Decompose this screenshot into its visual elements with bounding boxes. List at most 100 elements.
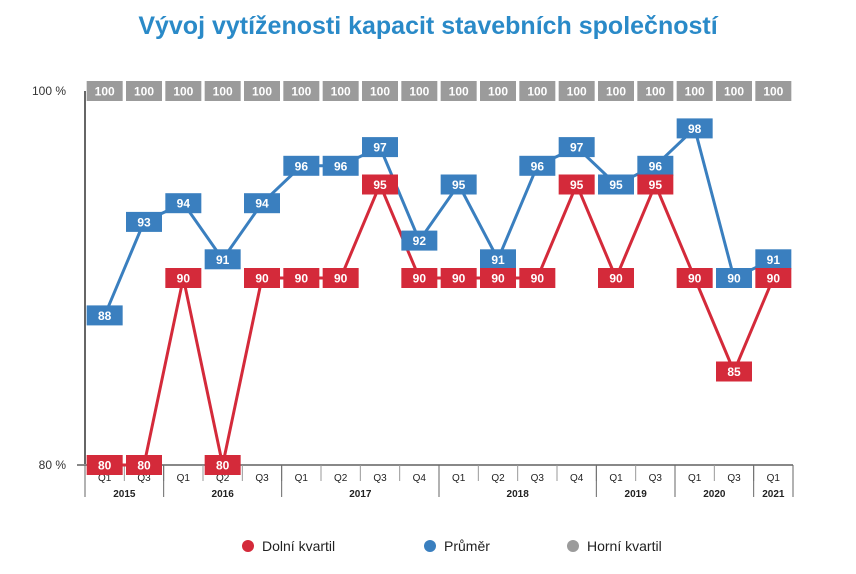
data-label: 90	[334, 272, 348, 286]
data-point	[362, 81, 398, 101]
data-point	[676, 268, 713, 288]
series-line	[104, 180, 775, 467]
data-label: 97	[570, 141, 584, 155]
x-tick-label: Q1	[177, 473, 191, 484]
x-tick-label: Q4	[570, 473, 584, 484]
x-tick-label: Q2	[334, 473, 348, 484]
chart-title: Vývoj vytíženosti kapacit stavebních spo…	[138, 12, 718, 40]
data-label: 100	[291, 85, 311, 99]
x-tick-label: Q1	[452, 473, 466, 484]
data-label: 95	[649, 178, 663, 192]
data-point	[716, 268, 752, 288]
data-point	[440, 268, 477, 288]
data-point	[86, 455, 123, 475]
data-point	[755, 81, 792, 101]
data-label: 95	[570, 178, 584, 192]
year-label: 2016	[212, 489, 235, 500]
data-label: 96	[531, 159, 545, 173]
data-point	[558, 137, 595, 158]
data-label: 100	[685, 85, 705, 99]
data-label: 91	[491, 253, 505, 267]
data-label: 94	[177, 197, 191, 211]
y-tick-label: 100 %	[32, 84, 66, 98]
data-label: 100	[488, 85, 508, 99]
data-point	[86, 305, 123, 326]
data-label: 96	[334, 159, 348, 173]
data-label: 90	[688, 272, 702, 286]
data-label: 100	[252, 85, 272, 99]
data-point	[322, 81, 359, 101]
data-point	[755, 268, 792, 288]
data-point	[676, 81, 713, 101]
y-tick-label: 80 %	[39, 458, 67, 472]
data-label: 88	[98, 309, 112, 323]
year-label: 2015	[113, 489, 136, 500]
legend-marker	[567, 540, 579, 552]
data-label: 100	[173, 85, 193, 99]
data-point	[598, 174, 634, 195]
data-point	[558, 81, 595, 101]
data-label: 100	[134, 85, 154, 99]
x-tick-label: Q3	[255, 473, 269, 484]
legend-label: Horní kvartil	[587, 538, 662, 554]
x-tick-label: Q1	[98, 473, 112, 484]
data-label: 100	[645, 85, 665, 99]
data-point	[283, 155, 320, 176]
data-label: 100	[95, 85, 115, 99]
data-point	[519, 81, 556, 101]
data-label: 90	[295, 272, 309, 286]
data-point	[676, 118, 713, 139]
x-tick-label: Q3	[531, 473, 545, 484]
data-label: 100	[370, 85, 390, 99]
data-label: 96	[649, 159, 663, 173]
data-label: 100	[409, 85, 429, 99]
x-tick-label: Q4	[413, 473, 427, 484]
data-point	[244, 193, 280, 214]
data-point	[716, 361, 752, 382]
data-point	[165, 193, 202, 214]
data-point	[204, 249, 241, 270]
data-label: 95	[452, 178, 466, 192]
data-label: 100	[606, 85, 626, 99]
data-point	[244, 268, 280, 288]
data-label: 85	[727, 365, 741, 379]
data-label: 90	[491, 272, 505, 286]
data-label: 100	[527, 85, 547, 99]
data-point	[637, 174, 674, 195]
data-label: 100	[724, 85, 744, 99]
data-point	[480, 249, 516, 270]
data-point	[598, 81, 634, 101]
data-label: 93	[137, 215, 151, 229]
data-label: 90	[727, 272, 741, 286]
data-label: 95	[373, 178, 387, 192]
year-label: 2021	[762, 489, 785, 500]
data-label: 95	[609, 178, 623, 192]
legend-label: Průměr	[444, 538, 490, 554]
data-point	[126, 81, 162, 101]
data-label: 92	[413, 234, 427, 248]
data-label: 90	[609, 272, 623, 286]
data-point	[165, 268, 202, 288]
data-label: 91	[216, 253, 230, 267]
data-point	[126, 211, 162, 232]
year-label: 2020	[703, 489, 726, 500]
data-label: 100	[213, 85, 233, 99]
data-point	[440, 81, 477, 101]
data-point	[362, 174, 398, 195]
data-label: 100	[763, 85, 783, 99]
data-label: 90	[452, 272, 466, 286]
data-label: 100	[567, 85, 587, 99]
data-point	[519, 155, 556, 176]
data-point	[165, 81, 202, 101]
data-label: 100	[449, 85, 469, 99]
data-label: 80	[137, 459, 151, 473]
data-point	[519, 268, 556, 288]
x-tick-label: Q3	[649, 473, 663, 484]
data-point	[401, 268, 438, 288]
x-tick-label: Q1	[609, 473, 623, 484]
legend-marker	[424, 540, 436, 552]
data-label: 90	[177, 272, 191, 286]
data-point	[598, 268, 634, 288]
legend-label: Dolní kvartil	[262, 538, 335, 554]
data-label: 91	[767, 253, 781, 267]
